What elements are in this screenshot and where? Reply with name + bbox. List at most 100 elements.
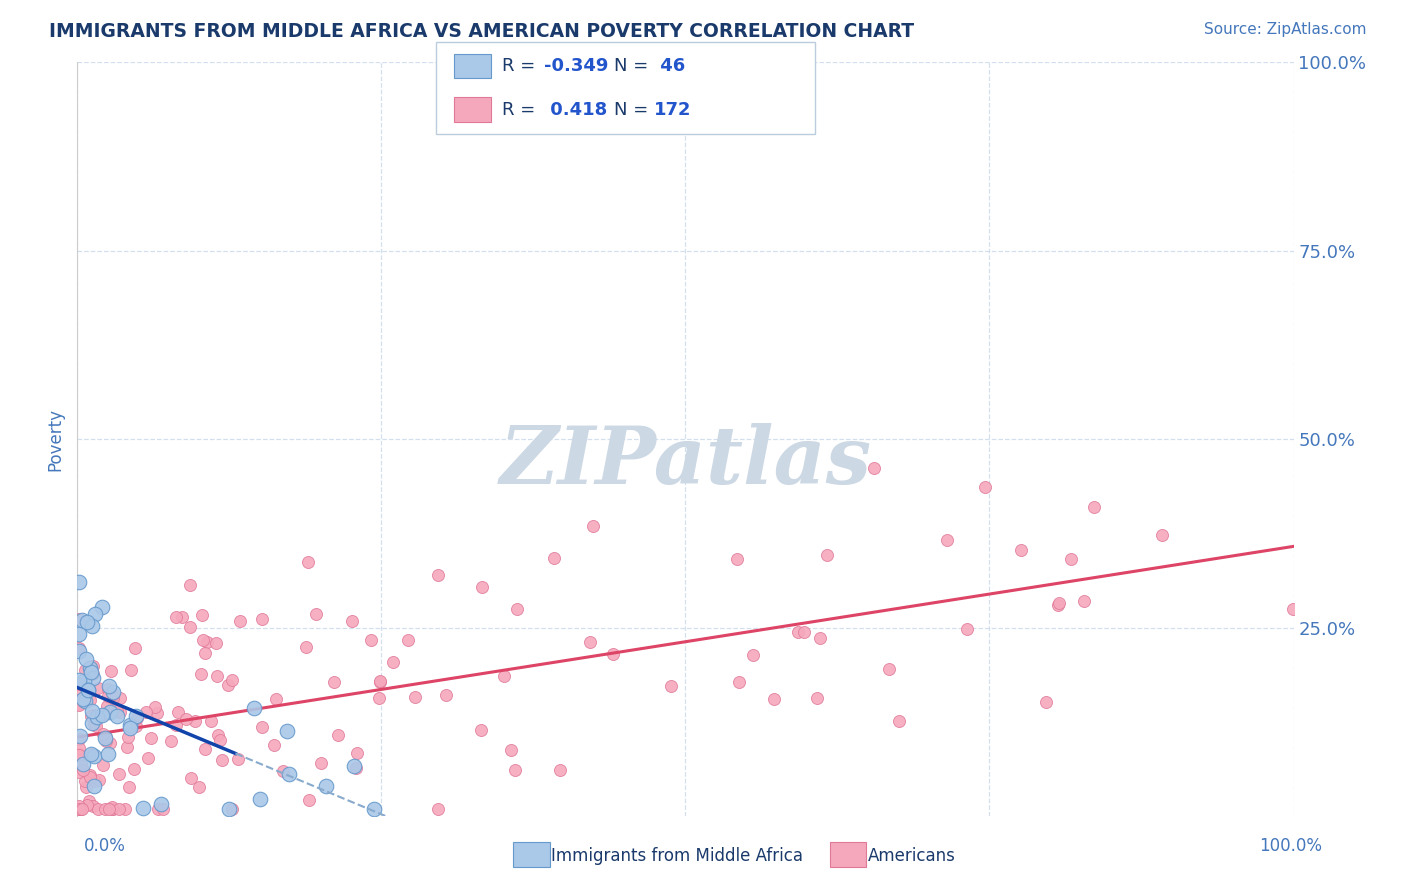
Point	[132, 800, 155, 814]
Point	[82, 658, 104, 673]
Point	[815, 548, 838, 562]
Point	[76, 615, 98, 629]
Point	[211, 753, 233, 767]
Point	[346, 746, 368, 760]
Point	[91, 757, 114, 772]
Point	[470, 723, 492, 737]
Point	[67, 627, 90, 641]
Point	[879, 662, 901, 676]
Point	[67, 677, 90, 691]
Point	[83, 748, 105, 763]
Point	[100, 705, 122, 719]
Point	[101, 685, 124, 699]
Point	[184, 714, 207, 729]
Y-axis label: Poverty: Poverty	[46, 408, 65, 471]
Point	[200, 714, 222, 728]
Point	[79, 768, 101, 782]
Point	[263, 739, 285, 753]
Text: 100.0%: 100.0%	[1258, 837, 1322, 855]
Point	[79, 693, 101, 707]
Point	[250, 612, 273, 626]
Point	[117, 730, 139, 744]
Point	[101, 690, 124, 705]
Point	[98, 736, 121, 750]
Point	[179, 619, 201, 633]
Point	[125, 709, 148, 723]
Point	[277, 766, 299, 780]
Point	[659, 679, 682, 693]
Point	[218, 802, 240, 816]
Point	[70, 693, 93, 707]
Point	[69, 802, 91, 816]
Point	[149, 797, 172, 811]
Point	[100, 802, 122, 816]
Point	[69, 730, 91, 744]
Point	[271, 764, 294, 778]
Point	[83, 607, 105, 622]
Point	[295, 640, 318, 655]
Point	[70, 802, 93, 816]
Point	[93, 726, 115, 740]
Point	[298, 793, 321, 807]
Point	[167, 706, 190, 720]
Point	[67, 575, 90, 590]
Point	[114, 802, 136, 816]
Text: N =: N =	[614, 101, 654, 119]
Point	[67, 693, 90, 707]
Point	[105, 708, 128, 723]
Point	[793, 625, 815, 640]
Point	[110, 705, 132, 719]
Point	[73, 773, 96, 788]
Point	[396, 633, 419, 648]
Point	[91, 599, 114, 614]
Point	[84, 774, 107, 789]
Point	[80, 747, 103, 761]
Point	[79, 665, 101, 679]
Point	[806, 690, 828, 705]
Point	[297, 555, 319, 569]
Point	[100, 690, 122, 705]
Point	[67, 698, 90, 712]
Text: Americans: Americans	[868, 847, 956, 865]
Point	[67, 644, 90, 658]
Point	[80, 747, 103, 762]
Point	[79, 661, 101, 675]
Point	[82, 667, 104, 681]
Point	[94, 734, 117, 748]
Point	[221, 802, 243, 816]
Point	[141, 731, 163, 745]
Point	[87, 802, 110, 816]
Point	[1150, 528, 1173, 542]
Point	[73, 694, 96, 708]
Point	[343, 758, 366, 772]
Point	[125, 719, 148, 733]
Point	[82, 671, 104, 685]
Point	[1010, 543, 1032, 558]
Point	[93, 706, 115, 721]
Point	[84, 719, 107, 733]
Point	[1046, 598, 1069, 612]
Text: 0.0%: 0.0%	[84, 837, 127, 855]
Point	[86, 681, 108, 696]
Point	[143, 700, 166, 714]
Point	[360, 633, 382, 648]
Point	[70, 756, 93, 771]
Point	[503, 764, 526, 778]
Point	[122, 762, 145, 776]
Point	[98, 802, 121, 816]
Point	[974, 480, 997, 494]
Point	[763, 692, 786, 706]
Point	[160, 734, 183, 748]
Point	[1073, 593, 1095, 607]
Point	[146, 802, 169, 816]
Point	[165, 718, 187, 732]
Point	[67, 747, 90, 761]
Point	[127, 711, 149, 725]
Point	[152, 802, 174, 816]
Point	[174, 712, 197, 726]
Point	[107, 704, 129, 718]
Text: Immigrants from Middle Africa: Immigrants from Middle Africa	[551, 847, 803, 865]
Point	[340, 614, 363, 628]
Point	[67, 611, 90, 625]
Point	[309, 756, 332, 770]
